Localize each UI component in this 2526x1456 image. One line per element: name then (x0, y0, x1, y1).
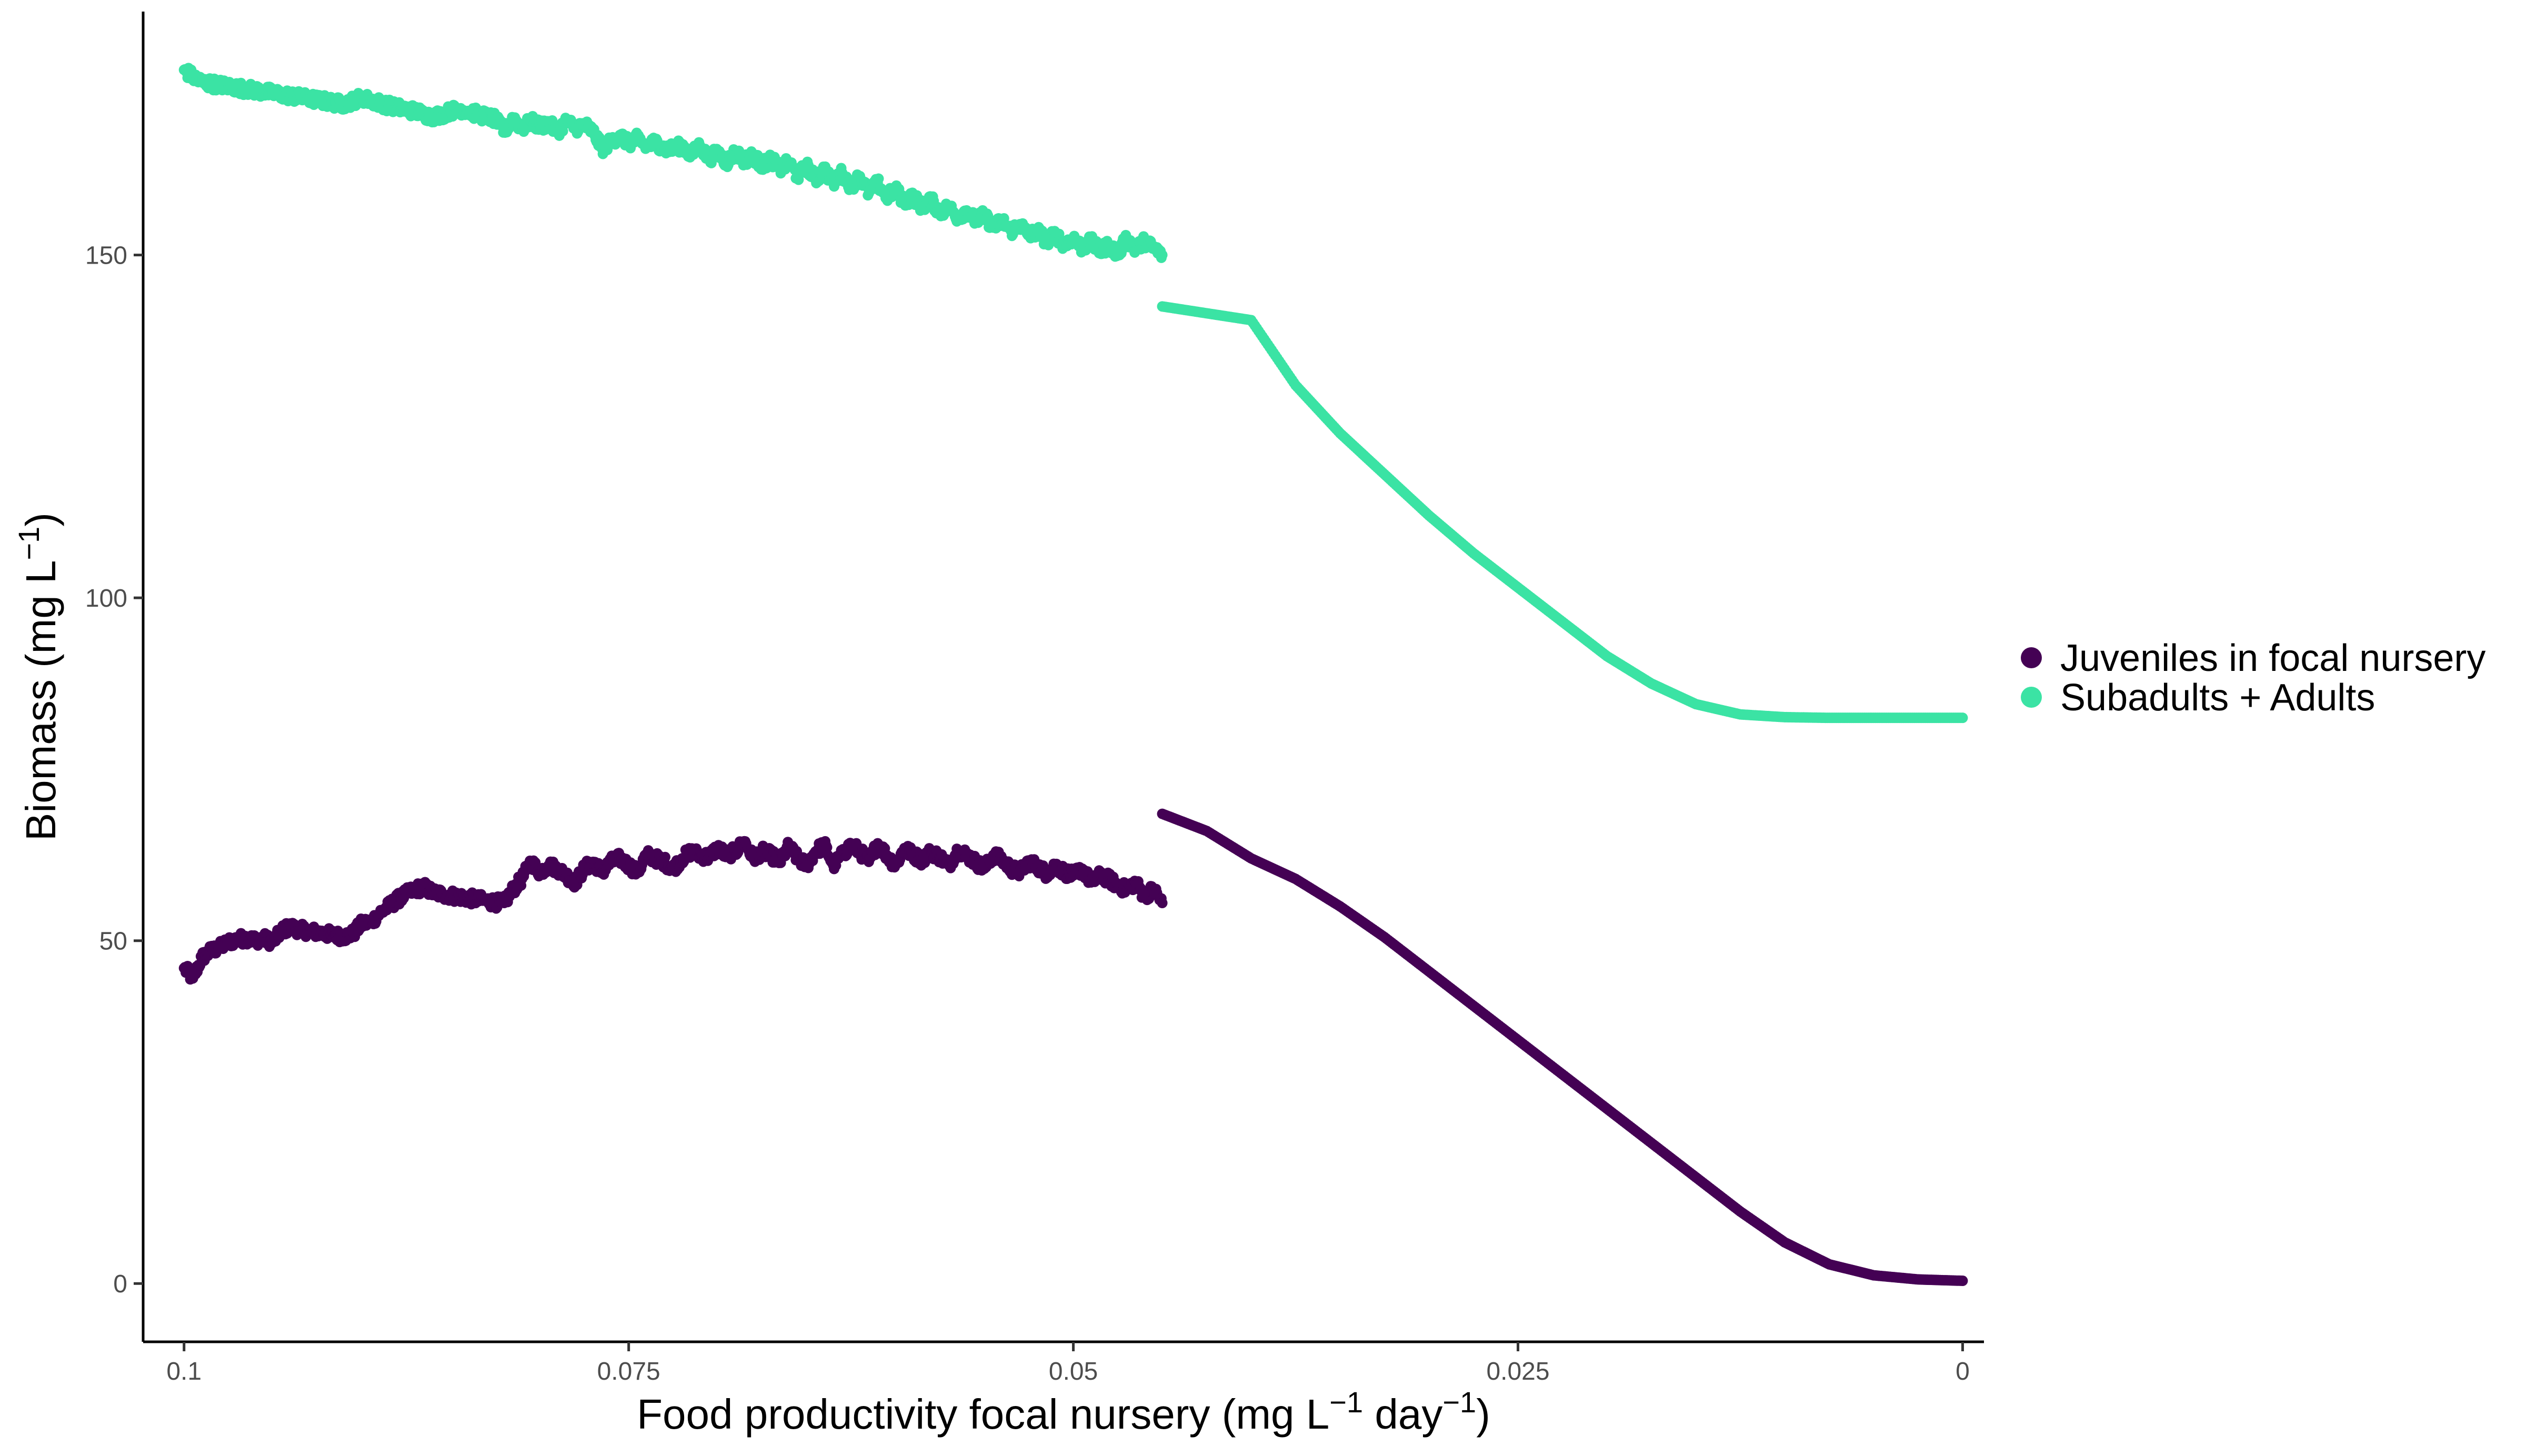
data-point (557, 126, 568, 137)
legend-key-subadults-adults (2021, 687, 2042, 708)
x-tick-label: 0.075 (597, 1358, 660, 1385)
data-point (1957, 712, 1968, 724)
y-tick-label: 50 (99, 928, 127, 956)
data-point (1157, 898, 1168, 909)
y-tick-label: 0 (113, 1270, 127, 1298)
legend: Juveniles in focal nursery Subadults + A… (2021, 637, 2485, 719)
data-point (1157, 249, 1168, 260)
x-axis-title: Food productivity focal nursery (mg L−1 … (637, 1385, 1490, 1438)
x-axis-title-part: Food productivity focal nursery (mg L (637, 1391, 1329, 1438)
x-axis-title-part: day (1363, 1391, 1442, 1438)
series-subadults-adults (178, 63, 1968, 724)
y-tick-label: 150 (85, 242, 127, 270)
y-tick-label: 100 (85, 585, 127, 612)
legend-item-subadults-adults: Subadults + Adults (2021, 677, 2375, 719)
legend-item-juveniles: Juveniles in focal nursery (2021, 637, 2485, 679)
data-layer (178, 63, 1968, 1287)
y-axis-title-part: ) (17, 513, 64, 527)
y-axis-title: Biomass (mg L−1) (12, 513, 65, 841)
data-point (659, 851, 670, 862)
data-point (821, 842, 833, 853)
x-axis-title-superscript: −1 (1442, 1385, 1476, 1419)
x-axis-title-part: ) (1476, 1391, 1490, 1438)
y-axis-title-superscript: −1 (12, 527, 45, 560)
x-tick-label: 0 (1956, 1358, 1970, 1385)
x-tick-label: 0.025 (1486, 1358, 1549, 1385)
legend-key-juveniles (2021, 647, 2042, 668)
y-axis-title-part: Biomass (mg L (17, 560, 64, 841)
x-tick-label: 0.1 (166, 1358, 202, 1385)
x-ticks: 0.1 0.075 0.05 0.025 0 (166, 1342, 1970, 1385)
data-point (1957, 1276, 1968, 1287)
y-ticks: 0 50 100 150 (85, 242, 143, 1298)
data-point (793, 174, 804, 185)
series-juveniles (178, 808, 1968, 1287)
legend-label-subadults-adults: Subadults + Adults (2060, 677, 2375, 719)
x-axis-title-superscript: −1 (1329, 1385, 1363, 1419)
data-point (873, 173, 884, 184)
x-tick-label: 0.05 (1049, 1358, 1098, 1385)
legend-label-juveniles: Juveniles in focal nursery (2060, 637, 2485, 679)
axes-layer: 0.1 0.075 0.05 0.025 0 0 50 100 150 (85, 12, 1984, 1385)
